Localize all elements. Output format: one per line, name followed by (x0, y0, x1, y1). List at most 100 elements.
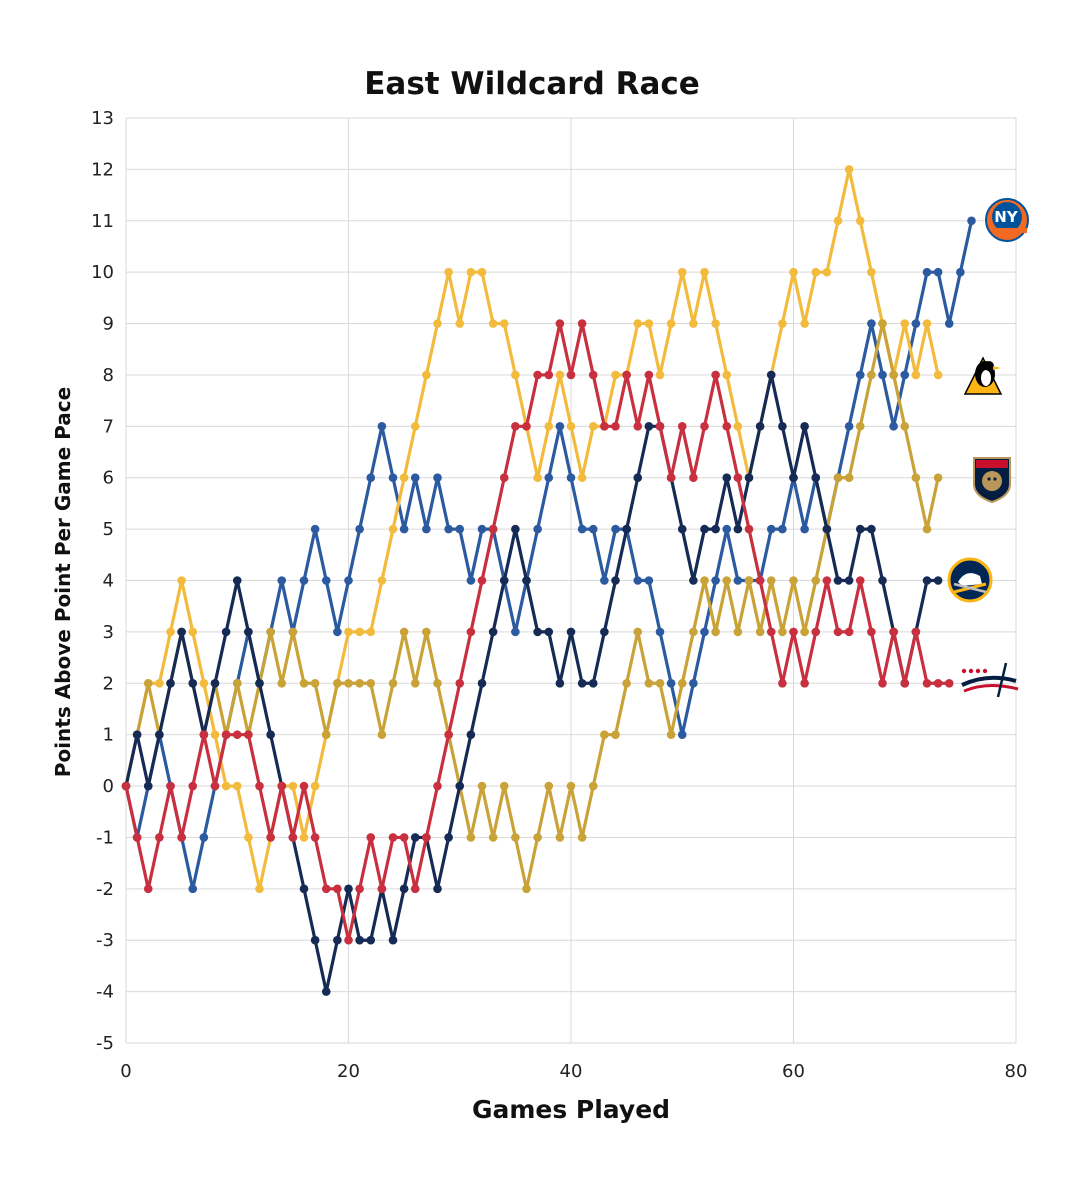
data-point (744, 576, 754, 585)
data-point (199, 833, 209, 842)
data-point (433, 884, 442, 894)
data-point (333, 627, 342, 637)
y-tick-label: 5 (103, 519, 114, 540)
data-point (600, 730, 609, 739)
x-tick-label: 60 (782, 1061, 805, 1082)
data-point (811, 627, 821, 637)
data-point (444, 833, 453, 842)
data-point (566, 370, 576, 380)
data-point (711, 319, 720, 328)
data-point (622, 678, 631, 688)
data-point (711, 370, 720, 380)
data-point (933, 576, 943, 585)
data-point (733, 422, 743, 431)
data-point (433, 781, 442, 791)
data-point (600, 422, 609, 431)
data-point (778, 422, 787, 431)
data-point (477, 781, 487, 791)
data-point (466, 730, 476, 739)
data-point (689, 576, 698, 585)
data-point (355, 678, 364, 688)
data-point (410, 473, 420, 483)
data-point (700, 576, 709, 585)
x-tick-label: 0 (120, 1061, 131, 1082)
y-tick-label: 2 (103, 673, 114, 694)
data-point (533, 833, 542, 842)
data-point (700, 524, 709, 534)
data-point (700, 422, 709, 431)
data-point (544, 473, 554, 483)
data-point (221, 730, 231, 739)
data-point (477, 678, 487, 688)
new-york-islanders-logo: NY (985, 198, 1029, 242)
data-point (422, 833, 431, 842)
data-point (622, 524, 631, 534)
data-point (310, 524, 320, 534)
data-point (600, 576, 609, 585)
data-point (333, 935, 342, 945)
data-point (544, 370, 554, 380)
data-point (911, 319, 921, 328)
data-point (522, 576, 531, 585)
pittsburgh-penguins-logo (963, 356, 1003, 395)
data-point (677, 422, 687, 431)
data-point (466, 627, 476, 637)
series-line (124, 321, 940, 891)
data-point (644, 370, 654, 380)
y-tick-label: 3 (103, 622, 114, 643)
data-point (511, 627, 520, 637)
y-tick-label: -5 (96, 1033, 114, 1054)
data-point (210, 781, 220, 791)
data-point (633, 473, 643, 483)
data-point (388, 935, 398, 945)
data-point (633, 319, 643, 328)
data-point (666, 730, 676, 739)
data-point (310, 678, 320, 688)
data-point (399, 833, 409, 842)
data-point (766, 627, 776, 637)
data-point (611, 730, 620, 739)
data-point (711, 524, 720, 534)
data-point (433, 473, 442, 483)
data-point (878, 370, 887, 380)
data-point (889, 422, 898, 431)
data-point (299, 781, 309, 791)
data-point (422, 370, 431, 380)
data-point (399, 884, 409, 894)
data-point (511, 370, 520, 380)
data-point (232, 730, 242, 739)
data-point (366, 935, 376, 945)
data-point (833, 216, 843, 226)
data-point (188, 884, 198, 894)
data-point (143, 781, 153, 791)
data-point (844, 165, 854, 174)
data-point (922, 576, 932, 585)
data-point (689, 678, 698, 688)
data-point (310, 833, 320, 842)
data-point (344, 678, 353, 688)
data-point (321, 576, 331, 585)
data-point (244, 730, 253, 739)
data-point (566, 422, 576, 431)
data-point (944, 678, 954, 688)
data-point (577, 833, 587, 842)
data-point (299, 833, 309, 842)
data-point (889, 370, 898, 380)
data-point (755, 627, 765, 637)
data-point (244, 833, 253, 842)
data-point (266, 627, 275, 637)
data-point (577, 473, 587, 483)
data-point (488, 627, 498, 637)
data-point (466, 267, 476, 277)
data-point (477, 576, 487, 585)
data-point (266, 833, 275, 842)
x-tick-label: 20 (337, 1061, 360, 1082)
data-point (833, 473, 843, 483)
data-point (889, 627, 898, 637)
data-point (588, 422, 598, 431)
data-point (210, 678, 220, 688)
data-point (188, 627, 198, 637)
data-point (588, 524, 598, 534)
data-point (399, 627, 409, 637)
series-line (124, 373, 939, 994)
